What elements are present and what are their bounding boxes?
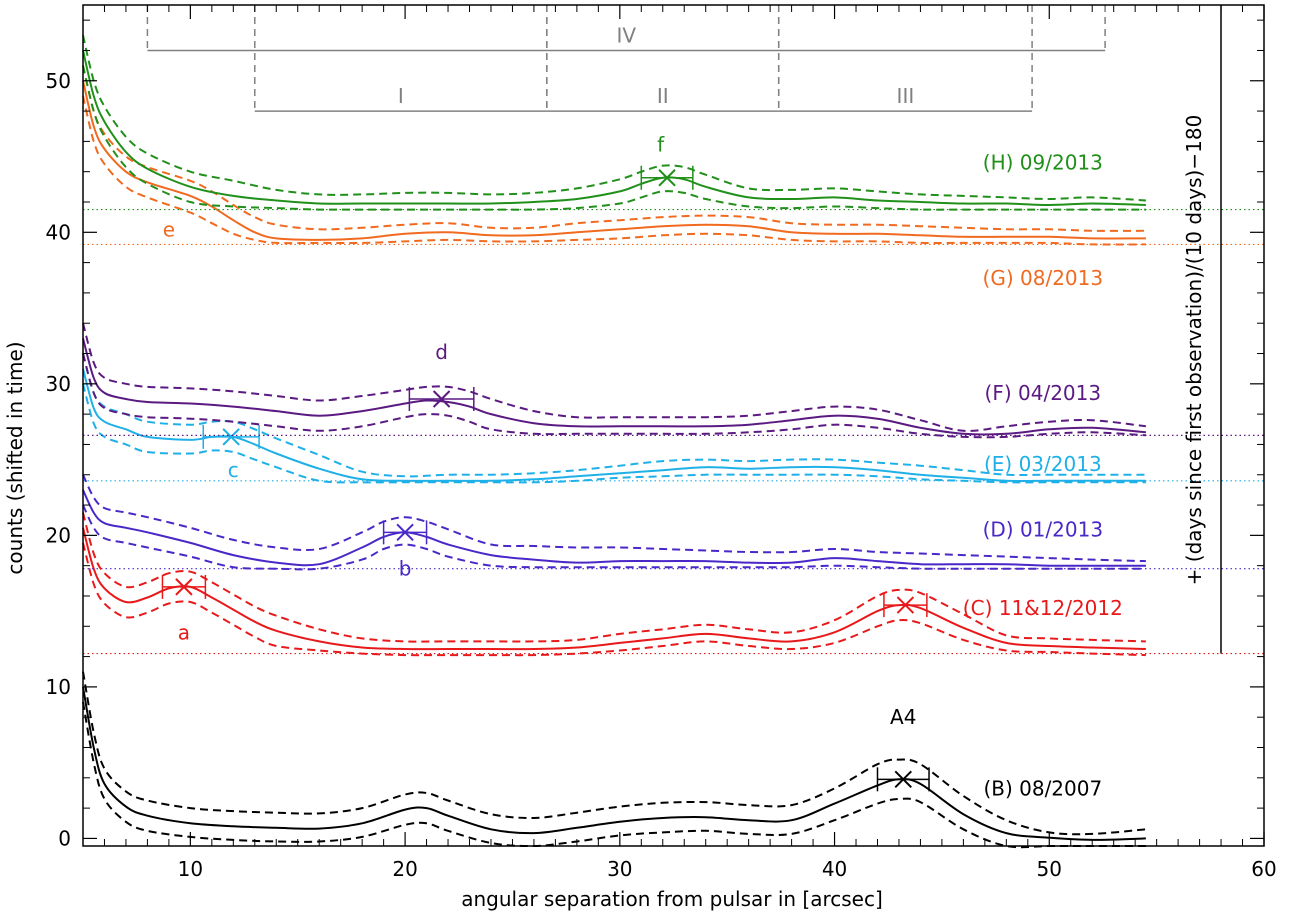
series-h-09-2013-peak-label: f: [657, 132, 665, 156]
y-tick-label-20: 20: [46, 523, 71, 547]
y-tick-label-40: 40: [46, 220, 71, 244]
series-f-04-2013-peak-label: d: [435, 340, 448, 364]
x-tick-label-30: 30: [607, 857, 632, 881]
series-c-11-12-2012-peak-2-marker: [896, 596, 915, 614]
y-axis-right-title: + (days since first observation)/(10 day…: [1182, 115, 1206, 586]
y-tick-label-30: 30: [46, 372, 71, 396]
y-tick-label-0: 0: [58, 826, 71, 850]
series-h-09-2013-name: (H) 09/2013: [983, 151, 1103, 175]
y-axis-title: counts (shifted in time): [3, 341, 27, 574]
series-d-01-2013-upper-bound: [82, 474, 1146, 563]
series-b-08-2007-upper-bound: [82, 671, 1146, 836]
series-d-01-2013-lower-bound: [82, 504, 1146, 571]
x-tick-label-10: 10: [178, 857, 203, 881]
x-tick-label-50: 50: [1037, 857, 1062, 881]
series-e-03-2013-peak-label: c: [228, 458, 239, 482]
region-i-label: I: [398, 84, 404, 108]
series-f-04-2013-peak-marker: [432, 390, 451, 408]
series-b-08-2007: A4 (B) 08/2007: [82, 671, 1146, 849]
series-c-11-12-2012-upper-bound: [82, 512, 1146, 643]
series-b-08-2007-peak-marker: [894, 770, 912, 789]
series-b-08-2007-name: (B) 08/2007: [983, 776, 1102, 800]
series-b-08-2007-peak-label: A4: [890, 705, 916, 729]
series-g-08-2013-line: [82, 80, 1146, 241]
series-e-03-2013-name: (E) 03/2013: [984, 452, 1102, 476]
series-g-08-2013-name: (G) 08/2013: [983, 266, 1104, 290]
x-tick-label-20: 20: [392, 857, 417, 881]
region-ii-label: II: [657, 84, 669, 108]
series-c-11-12-2012-peak-label: a: [178, 620, 190, 644]
region-iii-label: III: [897, 84, 915, 108]
x-tick-label-40: 40: [822, 857, 847, 881]
series-d-01-2013: b (D) 01/2013: [82, 474, 1264, 581]
series-c-11-12-2012-peak-marker: [175, 578, 193, 596]
series-h-09-2013: f (H) 09/2013: [82, 35, 1264, 211]
series-g-08-2013-letter-label: e: [163, 217, 175, 241]
series-c-11-12-2012-name: (C) 11&12/2012: [963, 596, 1123, 620]
series-h-09-2013-peak-marker: [658, 169, 676, 187]
series-f-04-2013-line: [82, 338, 1146, 436]
series-b-08-2007-line: [82, 686, 1146, 841]
series-e-03-2013: c (E) 03/2013: [82, 353, 1264, 484]
series-c-11-12-2012-lower-bound: [82, 542, 1146, 657]
series-d-01-2013-name: (D) 01/2013: [983, 517, 1103, 541]
axes: 10 20 30 40 50 60 0 10 20 30 40 50: [46, 4, 1277, 881]
series-e-03-2013-line: [82, 368, 1146, 483]
series-d-01-2013-peak-marker: [396, 523, 414, 542]
series-c-11-12-2012: a (C) 11&12/2012: [82, 512, 1264, 657]
series-c-11-12-2012-line: [82, 527, 1146, 651]
series-h-09-2013-upper-bound: [82, 35, 1146, 202]
plot-frame: [82, 4, 1265, 847]
y-tick-label-10: 10: [46, 675, 71, 699]
series-f-04-2013-name: (F) 04/2013: [985, 381, 1102, 405]
series-d-01-2013-line: [82, 489, 1146, 567]
series-g-08-2013-upper-bound: [82, 65, 1146, 232]
y-tick-label-50: 50: [46, 69, 71, 93]
series-h-09-2013-lower-bound: [82, 65, 1146, 211]
series-g-08-2013: e (G) 08/2013: [82, 65, 1264, 290]
x-axis-title: angular separation from pulsar in [arcse…: [461, 887, 883, 911]
series-e-03-2013-lower-bound: [82, 383, 1146, 484]
series-f-04-2013-upper-bound: [82, 322, 1147, 432]
series-e-03-2013-peak-marker: [222, 428, 240, 446]
series-e-03-2013-upper-bound: [82, 353, 1146, 478]
series-f-04-2013-lower-bound: [82, 353, 1146, 439]
series-h-09-2013-line: [82, 50, 1146, 207]
region-iv-label: IV: [616, 23, 636, 47]
x-tick-label-60: 60: [1251, 857, 1276, 881]
series-f-04-2013: d (F) 04/2013: [82, 322, 1264, 439]
series-d-01-2013-peak-label: b: [399, 557, 412, 581]
series-g-08-2013-lower-bound: [82, 95, 1146, 246]
